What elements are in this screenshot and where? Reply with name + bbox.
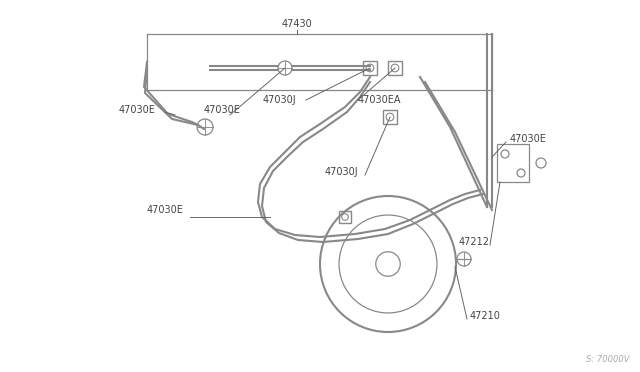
Text: S: 70000V: S: 70000V xyxy=(586,355,630,364)
Text: 47210: 47210 xyxy=(470,311,501,321)
Text: 47030E: 47030E xyxy=(146,205,183,215)
Text: 47030E: 47030E xyxy=(204,105,241,115)
Text: 47030E: 47030E xyxy=(510,134,547,144)
Text: 47030EA: 47030EA xyxy=(358,95,401,105)
Text: 47430: 47430 xyxy=(282,19,312,29)
Text: 47030E: 47030E xyxy=(118,105,155,115)
Text: 47030J: 47030J xyxy=(262,95,296,105)
Text: 47212: 47212 xyxy=(459,237,490,247)
Text: 47030J: 47030J xyxy=(324,167,358,177)
